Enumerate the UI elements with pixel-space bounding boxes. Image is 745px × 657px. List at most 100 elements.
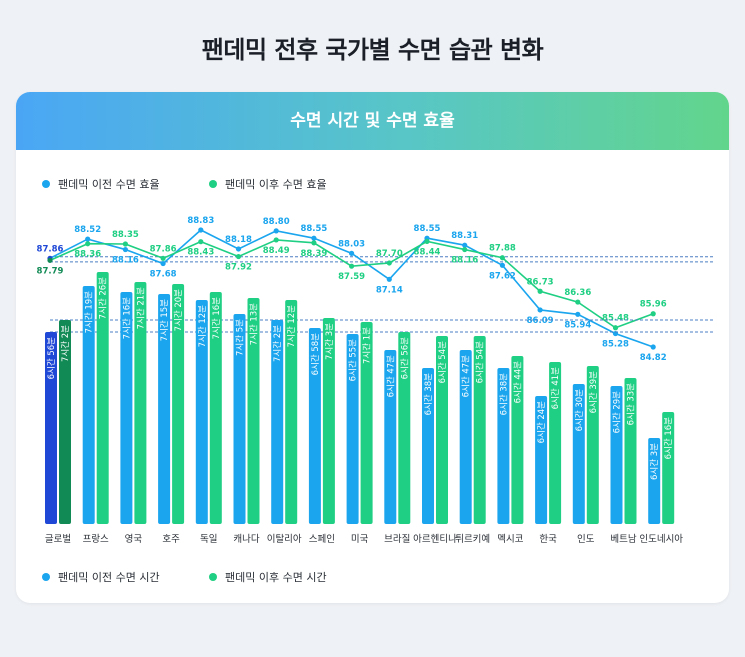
- efficiency-point-after: [273, 237, 279, 243]
- efficiency-label-before: 88.80: [263, 217, 290, 227]
- bar-after-미국: [360, 322, 373, 524]
- efficiency-point-before: [499, 262, 505, 268]
- efficiency-point-after: [235, 253, 242, 260]
- legend-dot-before-efficiency: [42, 180, 50, 188]
- efficiency-point-after: [349, 263, 355, 269]
- bar-before-스페인: [308, 328, 321, 524]
- efficiency-point-after: [537, 288, 543, 294]
- efficiency-label-after: 87.59: [338, 272, 365, 282]
- chart-card: 수면 시간 및 수면 효율 팬데믹 이전 수면 효율 팬데믹 이후 수면 효율 87…: [16, 92, 729, 603]
- category-label: 베트남: [610, 534, 636, 545]
- bar-label-after: 7시간 1분: [362, 327, 373, 364]
- bar-before-독일: [195, 300, 208, 524]
- bar-after-베트남: [624, 378, 637, 524]
- bar-label-after: 6시간 33분: [626, 383, 637, 426]
- efficiency-label-before: 88.55: [300, 224, 327, 234]
- efficiency-label-after: 86.36: [564, 288, 591, 298]
- efficiency-label-after: 87.86: [150, 244, 177, 254]
- legend-label-before-efficiency: 팬데믹 이전 수면 효율: [58, 178, 160, 191]
- bar-label-before: 6시간 3분: [649, 443, 660, 480]
- bar-after-인도네시아: [662, 412, 675, 524]
- efficiency-label-after: 87.70: [376, 249, 403, 259]
- category-label: 브라질: [384, 533, 410, 545]
- bar-after-프랑스: [96, 272, 109, 524]
- bar-label-before: 6시간 47분: [385, 355, 396, 398]
- bar-label-after: 7시간 2분: [60, 325, 71, 362]
- bar-label-after: 6시간 44분: [512, 361, 523, 404]
- efficiency-label-before: 87.68: [150, 270, 177, 280]
- legend-label-before-time: 팬데믹 이전 수면 시간: [58, 571, 160, 584]
- bar-before-브라질: [384, 350, 397, 524]
- bar-after-캐나다: [247, 298, 260, 524]
- bar-label-after: 6시간 39분: [588, 371, 599, 414]
- category-label: 프랑스: [83, 533, 109, 545]
- category-label: 글로벌: [45, 534, 71, 545]
- efficiency-label-after: 87.92: [225, 263, 252, 273]
- efficiency-point-before: [311, 235, 317, 241]
- bar-label-before: 6시간 38분: [498, 373, 509, 416]
- efficiency-label-before: 85.28: [602, 340, 629, 350]
- efficiency-point-after: [612, 325, 619, 331]
- efficiency-label-after: 86.73: [527, 277, 554, 287]
- category-label: 이탈리아: [267, 533, 302, 545]
- bar-label-before: 7시간 19분: [84, 291, 95, 334]
- bar-after-독일: [209, 292, 222, 524]
- efficiency-point-after: [122, 241, 128, 247]
- bar-label-before: 6시간 47분: [461, 355, 472, 398]
- bar-label-after: 7시간 13분: [249, 303, 260, 346]
- efficiency-point-before: [537, 307, 543, 313]
- category-label: 아르헨티나: [413, 533, 457, 545]
- efficiency-point-after: [160, 255, 166, 261]
- bar-after-영국: [134, 282, 147, 524]
- bar-label-after: 6시간 41분: [550, 367, 561, 410]
- bar-before-멕시코: [497, 368, 510, 524]
- efficiency-label-before: 85.94: [564, 320, 591, 330]
- bar-label-before: 7시간 16분: [121, 297, 132, 340]
- bar-before-프랑스: [82, 286, 95, 524]
- bar-after-아르헨티나: [436, 336, 448, 524]
- efficiency-label-after: 88.39: [300, 249, 327, 259]
- efficiency-label-before: 87.86: [37, 244, 64, 254]
- efficiency-label-before: 88.16: [112, 256, 139, 266]
- bar-label-before: 6시간 58분: [310, 333, 321, 376]
- bar-after-멕시코: [511, 356, 524, 524]
- efficiency-label-after: 88.43: [187, 248, 214, 258]
- efficiency-label-before: 87.14: [376, 285, 403, 295]
- efficiency-point-before: [650, 344, 656, 350]
- bar-label-after: 7시간 16분: [211, 297, 222, 340]
- bar-label-after: 6시간 56분: [399, 337, 410, 380]
- bar-after-브라질: [398, 332, 411, 524]
- category-label: 인도: [577, 534, 595, 545]
- bar-label-after: 7시간 20분: [173, 289, 184, 332]
- efficiency-point-after: [575, 299, 581, 305]
- legend-dot-after-time: [209, 573, 217, 581]
- bar-before-캐나다: [233, 314, 246, 524]
- efficiency-label-after: 88.35: [112, 230, 139, 240]
- bar-before-베트남: [610, 386, 623, 524]
- bar-after-호주: [172, 284, 185, 524]
- bar-after-인도: [586, 366, 599, 524]
- category-label: 튀르키예: [455, 533, 490, 545]
- efficiency-label-after: 87.79: [37, 266, 64, 276]
- efficiency-label-before: 88.31: [451, 231, 478, 241]
- efficiency-point-before: [198, 227, 204, 233]
- efficiency-point-before: [273, 228, 279, 234]
- bar-after-글로벌: [59, 320, 71, 524]
- bar-label-after: 7시간 3분: [324, 323, 335, 360]
- bar-label-before: 7시간 2분: [272, 325, 283, 362]
- category-label: 멕시코: [497, 534, 523, 545]
- bar-label-after: 6시간 54분: [437, 341, 448, 384]
- efficiency-label-after: 85.96: [640, 300, 667, 310]
- bar-after-스페인: [322, 318, 335, 524]
- legend-dot-before-time: [42, 573, 50, 581]
- efficiency-point-before: [85, 236, 91, 242]
- bar-label-before: 7시간 5분: [235, 319, 246, 356]
- bar-label-before: 6시간 55분: [348, 339, 359, 382]
- bar-before-한국: [535, 396, 548, 524]
- bar-before-영국: [120, 292, 133, 524]
- bar-before-호주: [158, 294, 171, 524]
- bar-before-인도: [572, 384, 585, 524]
- efficiency-point-after: [47, 257, 53, 263]
- efficiency-label-after: 88.16: [451, 256, 478, 266]
- category-label: 스페인: [309, 534, 335, 545]
